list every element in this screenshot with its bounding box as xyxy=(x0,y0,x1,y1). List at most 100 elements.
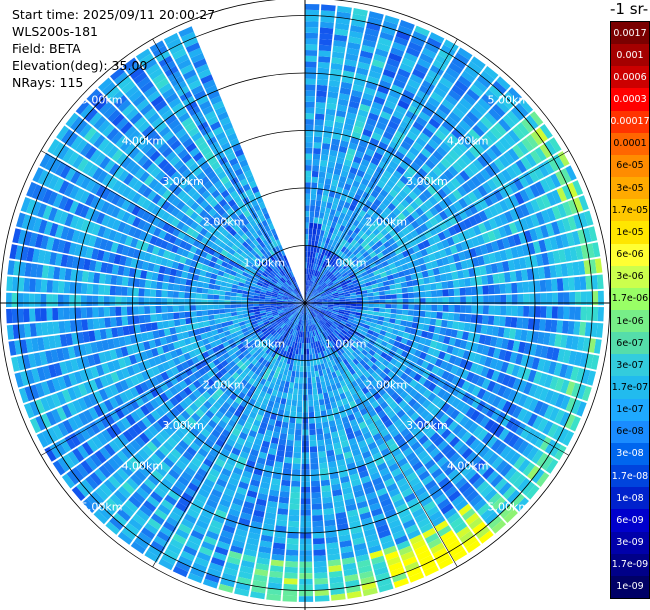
range-gate xyxy=(565,335,574,349)
range-gate xyxy=(306,280,309,286)
range-gate xyxy=(310,330,314,337)
range-gate xyxy=(314,370,320,377)
range-gate xyxy=(370,363,379,372)
range-gate xyxy=(427,463,440,475)
range-gate xyxy=(344,310,351,314)
range-gate xyxy=(372,513,385,523)
range-gate xyxy=(396,377,405,387)
range-gate xyxy=(484,488,498,502)
range-gate xyxy=(300,515,311,522)
range-gate xyxy=(320,15,335,23)
range-gate xyxy=(466,179,477,191)
range-gate xyxy=(493,215,503,228)
range-gate xyxy=(306,286,309,292)
range-gate xyxy=(340,81,353,90)
range-gate xyxy=(433,451,445,463)
range-gate xyxy=(488,295,495,305)
range-gate xyxy=(348,36,362,45)
range-gate xyxy=(390,47,405,57)
range-gate xyxy=(331,268,337,274)
range-gate xyxy=(586,291,593,305)
range-gate xyxy=(443,218,453,228)
range-gate xyxy=(225,561,240,571)
range-gate xyxy=(476,314,483,324)
range-gate xyxy=(313,324,317,330)
range-gate xyxy=(582,227,592,243)
range-gate xyxy=(456,526,471,539)
range-gate xyxy=(327,361,333,368)
range-gate xyxy=(309,446,318,453)
range-gate xyxy=(389,140,400,151)
range-gate xyxy=(347,236,354,244)
range-gate xyxy=(513,258,521,270)
range-gate xyxy=(331,371,338,379)
range-gate xyxy=(373,127,385,136)
range-gate xyxy=(382,20,398,31)
range-gate xyxy=(110,275,118,285)
range-gate xyxy=(303,308,305,315)
range-gate xyxy=(423,379,432,389)
range-gate xyxy=(426,332,434,340)
range-gate xyxy=(397,221,406,231)
range-gate xyxy=(203,277,211,284)
range-gate xyxy=(527,413,538,427)
range-gate xyxy=(350,185,358,194)
range-gate xyxy=(75,307,82,319)
range-gate xyxy=(332,132,342,140)
range-gate xyxy=(581,369,591,385)
range-gate xyxy=(314,283,318,289)
range-gate xyxy=(352,358,360,366)
range-gate xyxy=(534,344,543,357)
range-gate xyxy=(207,289,214,295)
range-gate xyxy=(349,311,356,315)
range-gate xyxy=(399,258,407,266)
range-gate xyxy=(391,467,402,478)
range-gate xyxy=(322,268,328,275)
range-gate xyxy=(395,73,409,84)
range-gate xyxy=(331,312,338,317)
range-gate xyxy=(308,307,313,313)
range-gate xyxy=(343,312,350,316)
range-gate xyxy=(415,216,425,226)
range-gate xyxy=(391,155,402,165)
range-gate xyxy=(546,292,553,305)
range-gate xyxy=(403,52,418,63)
range-gate xyxy=(459,340,468,350)
range-gate xyxy=(328,354,334,361)
range-gate xyxy=(384,551,399,561)
range-gate xyxy=(388,561,403,572)
range-gate xyxy=(328,390,334,398)
range-gate xyxy=(422,527,437,539)
range-gate xyxy=(305,113,315,120)
range-gate xyxy=(313,336,317,342)
range-gate xyxy=(246,416,255,425)
range-gate xyxy=(307,331,310,338)
range-gate xyxy=(311,288,315,294)
range-gate xyxy=(491,496,506,511)
range-gate xyxy=(352,279,359,284)
range-gate xyxy=(424,174,435,185)
range-gate xyxy=(365,333,373,339)
range-gate xyxy=(352,392,360,401)
range-gate xyxy=(526,446,539,461)
range-gate xyxy=(408,105,421,116)
range-gate xyxy=(465,512,480,526)
range-gate xyxy=(388,89,401,100)
range-gate xyxy=(556,278,564,291)
range-gate xyxy=(236,486,248,496)
range-gate xyxy=(236,576,252,586)
range-gate xyxy=(333,303,340,306)
range-gate xyxy=(561,184,573,200)
range-gate xyxy=(443,264,452,273)
range-gate xyxy=(345,356,353,364)
range-gate xyxy=(346,229,354,237)
range-gate xyxy=(418,317,425,324)
range-gate xyxy=(438,103,451,116)
range-gate xyxy=(324,525,337,533)
range-gate xyxy=(342,365,349,373)
range-gate xyxy=(447,255,455,264)
range-gate xyxy=(449,436,461,448)
range-gate xyxy=(506,110,520,125)
range-gate xyxy=(270,565,284,573)
range-gate xyxy=(403,136,415,146)
